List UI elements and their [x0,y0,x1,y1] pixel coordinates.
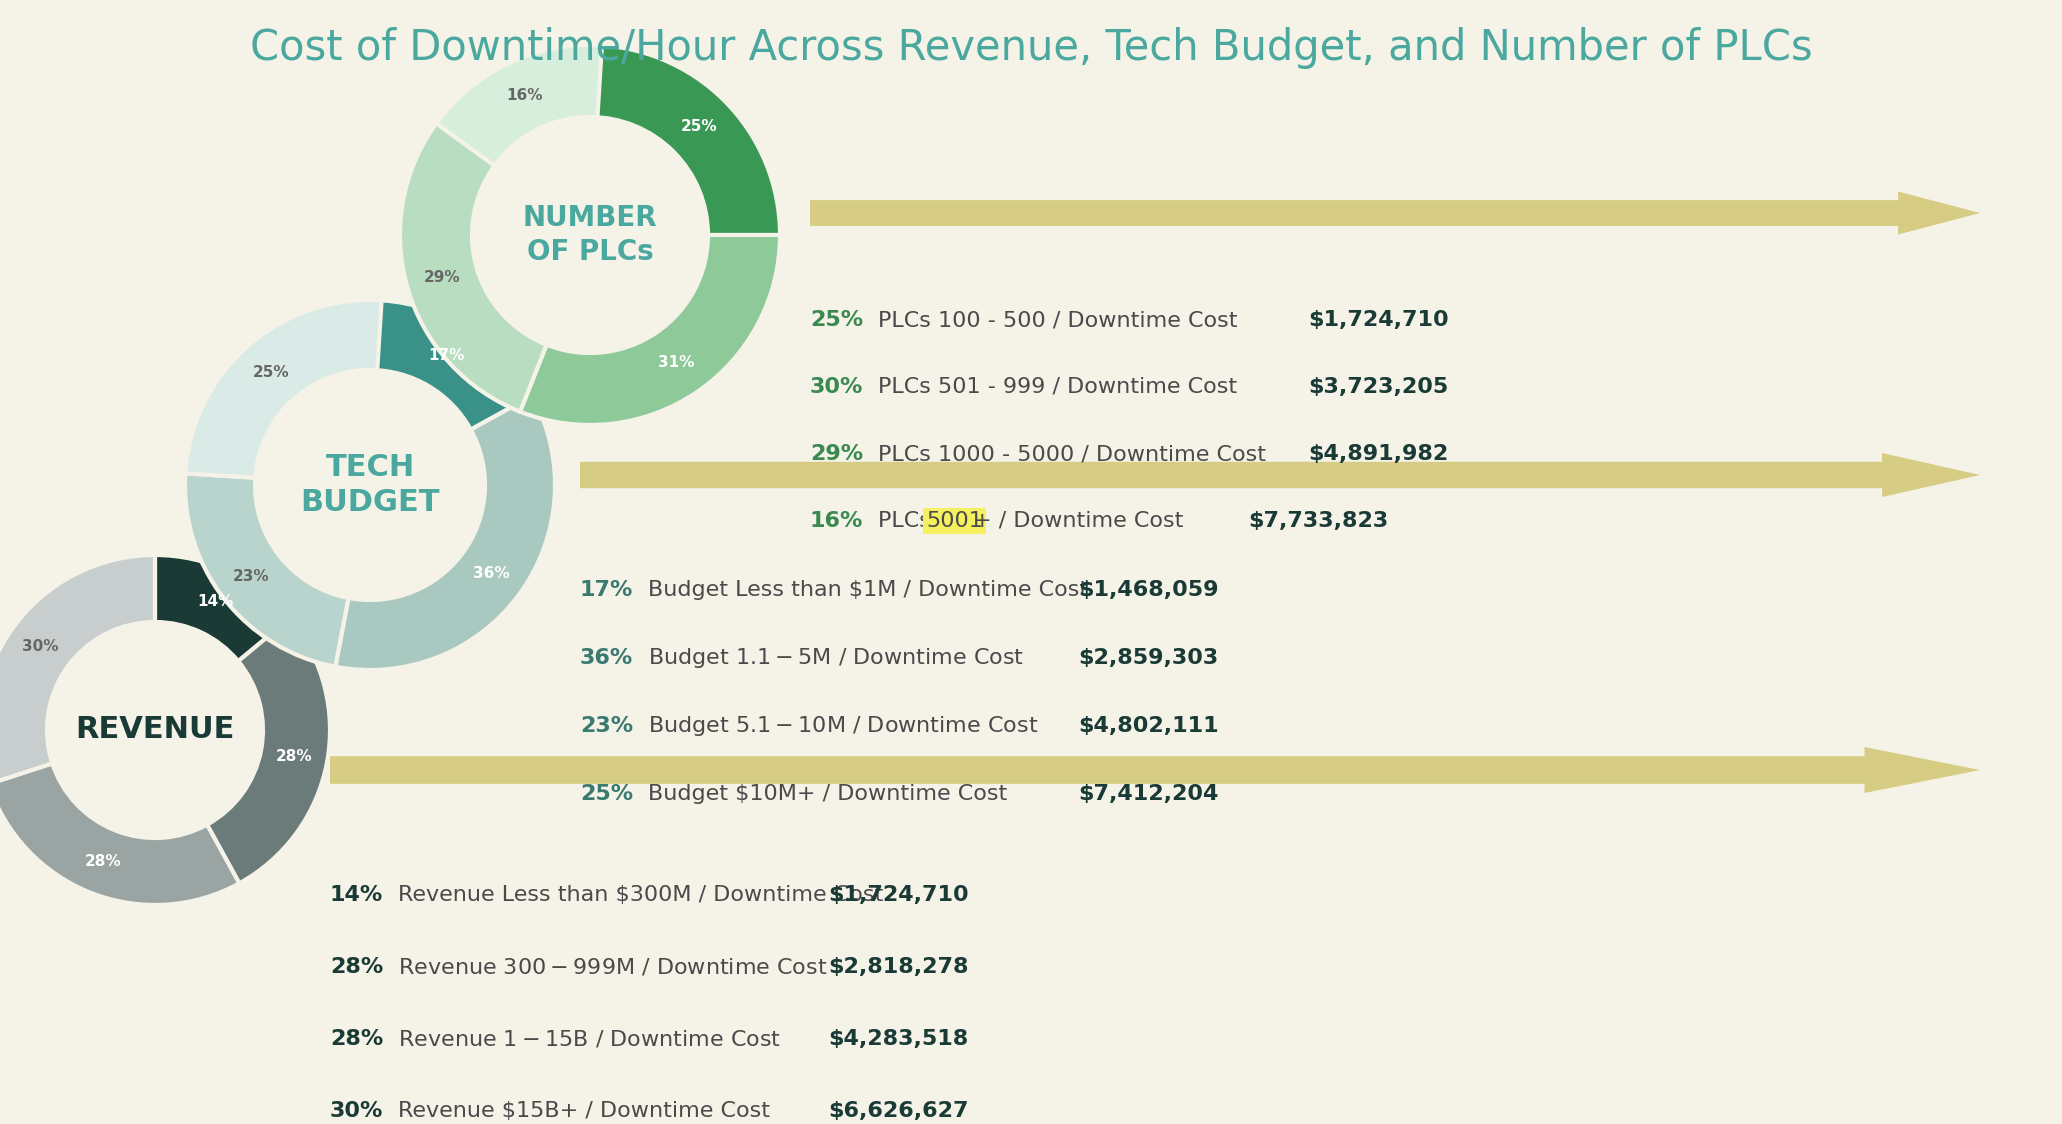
Text: $2,859,303: $2,859,303 [1078,649,1219,668]
Polygon shape [330,747,1980,794]
Wedge shape [186,473,348,667]
Text: $7,733,823: $7,733,823 [1248,511,1388,531]
Text: 14%: 14% [198,595,233,609]
Text: Revenue $15B+ / Downtime Cost: Revenue $15B+ / Downtime Cost [398,1102,777,1121]
Text: $7,412,204: $7,412,204 [1078,785,1219,804]
Text: Budget $1.1 - $5M / Downtime Cost: Budget $1.1 - $5M / Downtime Cost [647,646,1025,670]
Wedge shape [186,300,381,478]
Text: 30%: 30% [330,1102,384,1121]
Text: 28%: 28% [330,957,384,977]
Text: $3,723,205: $3,723,205 [1307,377,1448,397]
Text: 28%: 28% [330,1028,384,1049]
Text: Budget $5.1 - $10M / Downtime Cost: Budget $5.1 - $10M / Downtime Cost [647,714,1039,738]
Polygon shape [579,453,1980,497]
Wedge shape [0,763,239,905]
Text: 36%: 36% [472,565,509,581]
Wedge shape [520,235,779,425]
Wedge shape [155,555,291,661]
Text: Revenue $1 - $15B / Downtime Cost: Revenue $1 - $15B / Downtime Cost [398,1028,781,1050]
Text: 30%: 30% [23,640,60,654]
Wedge shape [0,555,155,785]
Text: $4,802,111: $4,802,111 [1078,716,1219,736]
Text: 23%: 23% [233,570,270,584]
Text: Cost of Downtime/Hour Across Revenue, Tech Budget, and Number of PLCs: Cost of Downtime/Hour Across Revenue, Te… [250,27,1812,69]
Text: PLCs 501 - 999 / Downtime Cost: PLCs 501 - 999 / Downtime Cost [878,377,1243,397]
Text: Budget Less than $1M / Downtime Cost: Budget Less than $1M / Downtime Cost [647,580,1095,600]
Wedge shape [206,618,330,883]
Text: 17%: 17% [579,580,633,600]
Text: TECH
BUDGET: TECH BUDGET [301,453,439,517]
Wedge shape [437,45,602,165]
Wedge shape [400,124,546,411]
Text: + / Downtime Cost: + / Downtime Cost [973,511,1190,531]
Text: 25%: 25% [810,310,864,330]
Text: 25%: 25% [579,785,633,804]
Text: 29%: 29% [810,444,864,464]
Text: $4,891,982: $4,891,982 [1307,444,1448,464]
Text: 14%: 14% [330,885,384,905]
Text: 25%: 25% [680,119,718,134]
Wedge shape [590,45,779,235]
Text: $1,468,059: $1,468,059 [1078,580,1219,600]
Text: 30%: 30% [810,377,864,397]
Text: 29%: 29% [425,271,460,285]
Polygon shape [810,191,1980,235]
Text: $1,724,710: $1,724,710 [1307,310,1450,330]
Text: PLCs 100 - 500 / Downtime Cost: PLCs 100 - 500 / Downtime Cost [878,310,1245,330]
Text: 25%: 25% [252,365,289,380]
Text: 31%: 31% [658,355,695,370]
Text: PLCs 1000 - 5000 / Downtime Cost: PLCs 1000 - 5000 / Downtime Cost [878,444,1272,464]
Text: 16%: 16% [505,88,542,103]
Text: $1,724,710: $1,724,710 [829,885,969,905]
Text: $4,283,518: $4,283,518 [829,1028,969,1049]
Text: $6,626,627: $6,626,627 [829,1102,969,1121]
Text: 28%: 28% [276,749,311,764]
Text: 28%: 28% [85,854,122,869]
Text: 16%: 16% [810,511,864,531]
Text: Budget $10M+ / Downtime Cost: Budget $10M+ / Downtime Cost [647,785,1015,804]
Text: 5001: 5001 [926,511,984,531]
Text: REVENUE: REVENUE [76,716,235,744]
Text: NUMBER
OF PLCs: NUMBER OF PLCs [522,203,658,266]
Wedge shape [369,300,532,429]
Text: Revenue $300 - $999M / Downtime Cost: Revenue $300 - $999M / Downtime Cost [398,957,829,978]
Text: 36%: 36% [579,649,633,668]
Wedge shape [336,396,555,670]
Text: 17%: 17% [429,348,464,363]
Text: Revenue Less than $300M / Downtime Cost: Revenue Less than $300M / Downtime Cost [398,885,891,905]
Text: $2,818,278: $2,818,278 [829,957,969,977]
Text: PLCs: PLCs [878,511,938,531]
Text: 23%: 23% [579,716,633,736]
